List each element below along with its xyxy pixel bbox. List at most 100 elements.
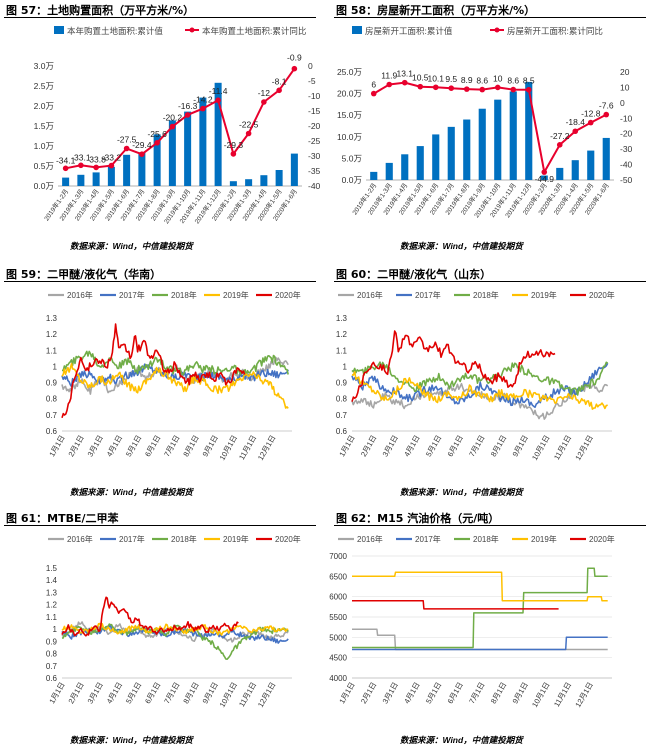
y-right-tick-label: -30 — [308, 151, 321, 161]
y-tick-label: 1.3 — [336, 314, 348, 323]
data-label: -14.2 — [193, 95, 213, 105]
x-tick-label: 1月1日 — [337, 681, 356, 706]
title-rule — [334, 17, 646, 18]
chart-title: 图 60：二甲醚/液化气（山东） — [336, 268, 492, 281]
y-tick-label: 0.9 — [46, 379, 58, 388]
y-left-tick-label: 0.5万 — [34, 161, 54, 171]
legend-label: 2020年 — [589, 290, 615, 300]
bar — [184, 111, 192, 186]
y-right-tick-label: -5 — [308, 76, 316, 86]
source-note: 数据来源：Wind，中信建投期货 — [70, 735, 193, 745]
legend-label: 2018年 — [473, 290, 499, 300]
y-tick-label: 0.6 — [336, 427, 348, 436]
x-tick-label: 3月1日 — [86, 681, 105, 706]
series-line — [61, 350, 289, 376]
series-line — [351, 330, 556, 402]
x-tick-label: 4月1日 — [402, 681, 421, 706]
y-tick-label: 1.1 — [46, 346, 58, 355]
x-tick-label: 1月1日 — [47, 681, 66, 706]
bar — [245, 179, 253, 186]
x-tick-label: 3月1日 — [86, 434, 105, 459]
y-right-tick-label: -50 — [620, 175, 633, 185]
line-point — [108, 162, 115, 169]
x-tick-label: 5月1日 — [424, 681, 443, 706]
bar — [275, 170, 283, 186]
source-note: 数据来源：Wind，中信建投期货 — [70, 241, 193, 251]
data-label: -33.1 — [71, 152, 91, 162]
x-tick-label: 5月1日 — [124, 434, 143, 459]
y-tick-label: 6500 — [329, 572, 347, 581]
x-tick-label: 9月1日 — [201, 681, 220, 706]
panel-61: 图 61：MTBE/二甲苯 2016年 2017年 2018年 2019年 2020年 0… — [0, 508, 320, 748]
data-label: 9.5 — [445, 74, 457, 84]
bar — [107, 166, 115, 186]
x-tick-label: 5月1日 — [424, 434, 443, 459]
data-label: -12 — [258, 88, 271, 98]
x-tick-label: 12月1日 — [256, 681, 278, 709]
y-right-tick-label: -25 — [308, 136, 321, 146]
title-rule — [4, 281, 316, 282]
x-tick-label: 2月1日 — [359, 434, 378, 459]
series-line — [61, 363, 289, 388]
y-tick-label: 0.7 — [46, 411, 58, 420]
bar — [370, 171, 378, 180]
y-right-tick-label: -35 — [308, 166, 321, 176]
panel-60: 图 60：二甲醚/液化气（山东） 2016年 2017年 2018年 2019年 202… — [330, 264, 650, 504]
y-left-tick-label: 1.5万 — [34, 121, 54, 131]
x-tick-label: 6月1日 — [143, 681, 162, 706]
panel-59: 图 59：二甲醚/液化气（华南） 2016年 2017年 2018年 2019年 202… — [0, 264, 320, 504]
legend-label: 2017年 — [415, 534, 441, 544]
series-line — [352, 636, 608, 651]
chart-title: 图 62：M15 汽油价格（元/吨） — [336, 512, 500, 525]
x-tick-label: 2月1日 — [66, 681, 85, 706]
line-point — [200, 105, 206, 112]
line-point — [463, 86, 470, 92]
legend-label: 2019年 — [531, 534, 557, 544]
line-point — [215, 97, 221, 103]
legend-line-label: 房屋新开工面积:累计同比 — [507, 26, 603, 36]
bar — [494, 99, 502, 180]
data-label: -16.3 — [178, 101, 198, 111]
y-tick-label: 0.7 — [336, 411, 348, 420]
line-point — [603, 111, 610, 118]
line-point — [154, 140, 160, 146]
legend-bar-swatch — [352, 26, 362, 34]
bar — [123, 154, 131, 186]
data-label: -29.3 — [224, 140, 244, 150]
panel-62: 图 62：M15 汽油价格（元/吨） 2016年 2017年 2018年 2019年 2… — [329, 508, 650, 748]
chart-60: 2016年 2017年 2018年 2019年 2020年 0.6 0.7 0.8 0.9 1 1.… — [336, 290, 615, 462]
x-tick-label: 12月1日 — [573, 681, 595, 709]
legend-label: 2017年 — [415, 290, 441, 300]
y-right-tick-label: 10 — [620, 82, 630, 92]
bar — [168, 120, 176, 186]
legend-label: 2020年 — [275, 290, 301, 300]
y-left-tick-label: 2.0万 — [34, 101, 54, 111]
bar — [385, 162, 393, 180]
y-tick-label: 6000 — [329, 593, 347, 602]
line-point — [417, 83, 424, 90]
y-tick-label: 0.9 — [46, 637, 58, 646]
y-tick-label: 0.6 — [46, 674, 58, 683]
line-point — [139, 151, 145, 157]
legend-label: 2016年 — [67, 534, 93, 544]
bar — [540, 175, 548, 180]
legend-label: 2019年 — [531, 290, 557, 300]
bar — [447, 126, 455, 180]
x-tick-label: 4月1日 — [402, 434, 421, 459]
bar — [214, 82, 222, 186]
series-line — [373, 81, 607, 175]
line-point — [245, 130, 252, 137]
line-point — [448, 85, 455, 91]
legend-label: 2018年 — [473, 534, 499, 544]
x-tick-label: 8月1日 — [181, 681, 200, 706]
line-point — [401, 79, 408, 86]
x-tick-label: 6月1日 — [143, 434, 162, 459]
x-tick-label: 11月1日 — [552, 434, 573, 462]
line-point — [494, 84, 501, 91]
legend-line-marker — [189, 27, 195, 33]
legend-label: 2020年 — [275, 534, 301, 544]
data-label: -8.1 — [272, 76, 287, 86]
data-label: 10.5 — [412, 73, 429, 83]
y-tick-label: 1.2 — [46, 601, 58, 610]
y-left-tick-label: 10.0万 — [337, 132, 362, 142]
